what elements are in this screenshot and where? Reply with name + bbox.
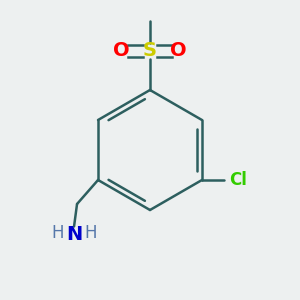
Text: O: O: [113, 41, 130, 61]
Text: Cl: Cl: [230, 171, 247, 189]
Text: H: H: [51, 224, 64, 242]
Text: O: O: [170, 41, 187, 61]
Text: N: N: [66, 224, 82, 244]
Text: S: S: [143, 41, 157, 61]
Text: H: H: [84, 224, 97, 242]
